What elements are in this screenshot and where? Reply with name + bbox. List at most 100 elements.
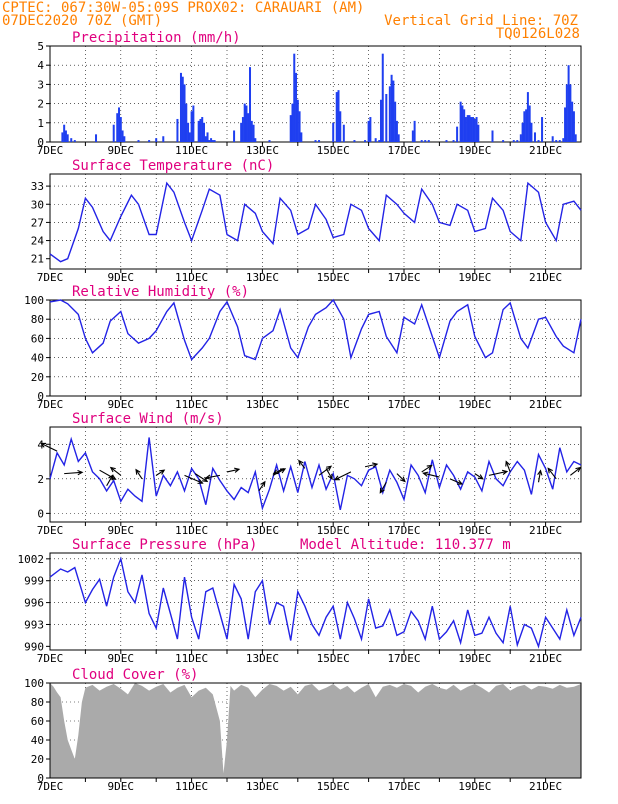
wind-arrow [135, 468, 143, 480]
rh-xtick-label: 9DEC [108, 398, 135, 411]
precip-bar [463, 109, 466, 142]
wind-arrow-head [501, 469, 509, 475]
wind-arrow [570, 466, 582, 476]
wind-arrow-shaft [258, 481, 266, 492]
press-xtick-label: 15DEC [317, 652, 350, 665]
precip-bar [247, 113, 250, 142]
precip-bar [564, 107, 567, 142]
precip-xtick-label: 11DEC [175, 144, 208, 157]
precip-ytick-label: 0 [37, 136, 44, 149]
precip-bar [176, 118, 179, 142]
precip-bar [300, 132, 303, 142]
temp-ytick-label: 33 [31, 180, 44, 193]
precip-bar [181, 76, 184, 142]
rh-xtick-label: 21DEC [529, 398, 562, 411]
wind-arrow [505, 460, 511, 473]
precip-bar [427, 140, 430, 142]
wind-arrow-shaft [334, 471, 352, 481]
wind-arrow [226, 467, 241, 473]
temp-ytick-label: 24 [31, 235, 45, 248]
precip-bar [339, 111, 342, 142]
precip-ytick-label: 4 [37, 59, 44, 72]
cloud-title: Cloud Cover (%) [72, 667, 198, 683]
wind-arrow-shaft [537, 470, 542, 483]
press-title: Surface Pressure (hPa) [72, 537, 257, 553]
cloud-xtick-label: 19DEC [458, 780, 491, 793]
header-line-1: CPTEC: 067:30W-05:09S PROX02: CARAUARI (… [2, 0, 364, 16]
precip-ytick-label: 1 [37, 117, 44, 130]
precip-bar [395, 120, 398, 142]
press-xtick-label: 17DEC [387, 652, 420, 665]
precip-bar [289, 115, 292, 142]
temp-xtick-label: 17DEC [387, 271, 420, 284]
press-xtick-label: 21DEC [529, 652, 562, 665]
cloud-xtick-label: 17DEC [387, 780, 420, 793]
precip-bar [240, 122, 243, 142]
wind-arrow [488, 469, 509, 476]
precip-title: Precipitation (mm/h) [72, 30, 241, 46]
precip-bar [466, 115, 469, 142]
cloud-xtick-label: 21DEC [529, 780, 562, 793]
precip-bar [551, 136, 554, 142]
wind-xtick-label: 15DEC [317, 524, 350, 537]
precip-bar [183, 84, 186, 142]
precip-xtick-label: 15DEC [317, 144, 350, 157]
precip-bar [241, 117, 244, 142]
precip-bar [61, 132, 64, 142]
wind-arrow-shaft [184, 474, 203, 484]
precip-bar [295, 72, 298, 142]
precip-bar [472, 117, 475, 142]
wind-arrow-shaft [423, 472, 440, 478]
precip-bar [565, 84, 568, 142]
temp-series-line [49, 181, 582, 263]
precip-bar [558, 140, 561, 142]
precip-bar [420, 140, 423, 142]
wind-arrow-head [108, 474, 114, 481]
wind-arrow-head [234, 467, 241, 473]
precip-bar [473, 118, 476, 142]
temp-panel: Surface Temperature (nC) 21 24 27 30 33 7DEC 9D… [31, 158, 582, 284]
wind-ytick-label: 2 [37, 473, 44, 486]
wind-arrow-head [260, 480, 266, 487]
wind-arrow-shaft [547, 468, 557, 480]
wind-arrow-shaft [205, 474, 221, 479]
temp-frame [49, 173, 582, 270]
wind-arrow-shaft [474, 473, 484, 480]
wind-arrow [184, 474, 204, 484]
wind-arrow-head [333, 475, 340, 481]
precip-bar [298, 111, 301, 142]
press-series-line [49, 556, 582, 649]
precip-bar [121, 130, 124, 142]
wind-arrow-head [197, 479, 204, 484]
rh-xtick-label: 19DEC [458, 398, 491, 411]
precip-xtick-label: 7DEC [37, 144, 64, 157]
precip-bar [385, 94, 388, 142]
precip-bar [199, 118, 202, 142]
precip-bar [210, 138, 213, 142]
precip-bar [250, 120, 253, 142]
wind-arrow [258, 480, 266, 492]
precip-bar [293, 53, 296, 142]
precip-bar [188, 132, 191, 142]
precip-xtick-label: 21DEC [529, 144, 562, 157]
wind-arrow-shaft [135, 469, 143, 480]
precip-bar [502, 140, 505, 142]
cloud-ytick-label: 100 [24, 677, 44, 690]
precip-bar [569, 84, 572, 142]
press-xtick-label: 7DEC [37, 652, 64, 665]
rh-ytick-label: 0 [37, 390, 44, 403]
wind-arrow [194, 473, 209, 483]
header-vertical-grid-note: Vertical Grid Line: 70Z [384, 13, 578, 29]
press-note: Model Altitude: 110.377 m [300, 537, 511, 553]
wind-arrow-shaft [64, 471, 83, 475]
wind-xtick-label: 21DEC [529, 524, 562, 537]
wind-arrow [449, 478, 464, 485]
wind-xtick-label: 19DEC [458, 524, 491, 537]
precip-bar [388, 86, 391, 142]
cloud-xtick-label: 11DEC [175, 780, 208, 793]
temp-xtick-label: 15DEC [317, 271, 350, 284]
wind-arrow-shaft [570, 467, 581, 476]
header: CPTEC: 067:30W-05:09S PROX02: CARAUARI (… [2, 0, 580, 42]
precip-bar [381, 53, 384, 142]
rh-xtick-label: 11DEC [175, 398, 208, 411]
